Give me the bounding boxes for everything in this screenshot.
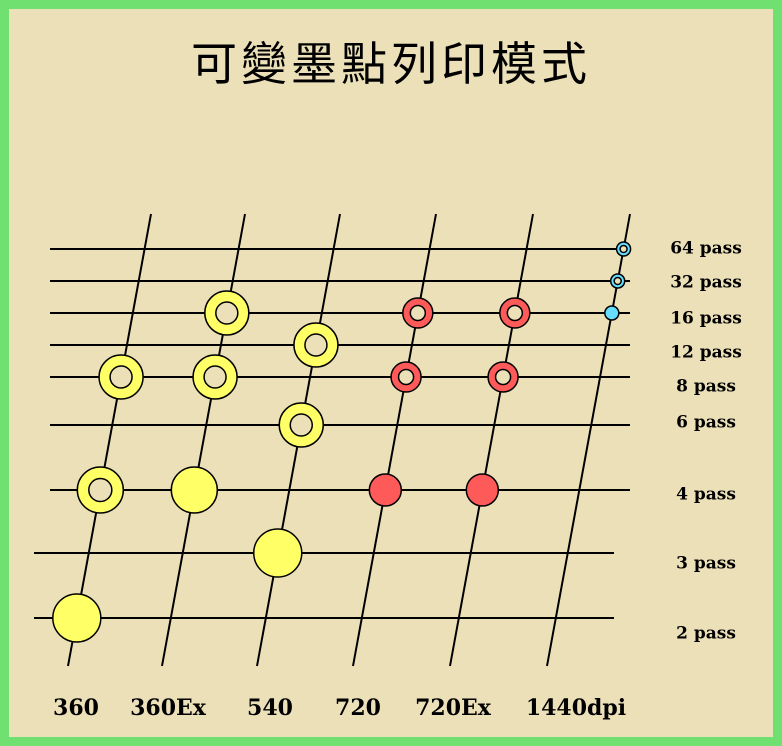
marker-540-12-pass-inner — [304, 333, 328, 357]
marker-360-2-pass — [52, 593, 102, 643]
marker-720ex-4-pass — [465, 473, 500, 507]
resolution-label-540: 540 — [247, 695, 293, 721]
page-title: 可變墨點列印模式 — [191, 37, 591, 91]
pass-label-2-pass: 2 pass — [676, 624, 736, 644]
marker-720-8-pass-inner — [397, 368, 415, 386]
resolution-label-1440dpi: 1440dpi — [526, 695, 626, 721]
marker-540-3-pass — [253, 528, 303, 578]
marker-1440dpi-32-pass-inner — [613, 276, 622, 286]
marker-1440dpi-16-pass — [604, 305, 620, 321]
resolution-line-720ex — [449, 213, 534, 667]
marker-360-8-pass-inner — [109, 365, 133, 389]
pass-label-32-pass: 32 pass — [670, 273, 742, 293]
pass-label-6-pass: 6 pass — [676, 413, 736, 433]
resolution-line-720 — [352, 213, 437, 667]
pass-label-16-pass: 16 pass — [670, 309, 742, 329]
resolution-label-360ex: 360Ex — [130, 695, 207, 721]
pass-label-8-pass: 8 pass — [676, 377, 736, 397]
marker-720ex-8-pass-inner — [494, 368, 512, 386]
pass-label-64-pass: 64 pass — [670, 239, 742, 259]
marker-720ex-16-pass-inner — [506, 304, 524, 322]
marker-360ex-16-pass-inner — [215, 301, 239, 325]
pass-label-12-pass: 12 pass — [670, 343, 742, 363]
resolution-label-720: 720 — [335, 695, 381, 721]
resolution-line-360ex — [161, 213, 246, 667]
marker-360-4-pass-inner — [88, 477, 113, 503]
marker-720-4-pass — [368, 473, 403, 507]
marker-360ex-8-pass-inner — [203, 365, 227, 389]
resolution-label-720ex: 720Ex — [415, 695, 492, 721]
resolution-line-360 — [67, 213, 152, 667]
pass-label-3-pass: 3 pass — [676, 554, 736, 574]
resolution-label-360: 360 — [53, 695, 99, 721]
marker-360ex-4-pass — [170, 466, 219, 514]
marker-1440dpi-64-pass-inner — [619, 244, 628, 254]
marker-720-16-pass-inner — [409, 304, 427, 322]
pass-label-4-pass: 4 pass — [676, 485, 736, 505]
marker-540-6-pass-inner — [289, 413, 314, 437]
resolution-line-1440dpi — [546, 213, 631, 667]
